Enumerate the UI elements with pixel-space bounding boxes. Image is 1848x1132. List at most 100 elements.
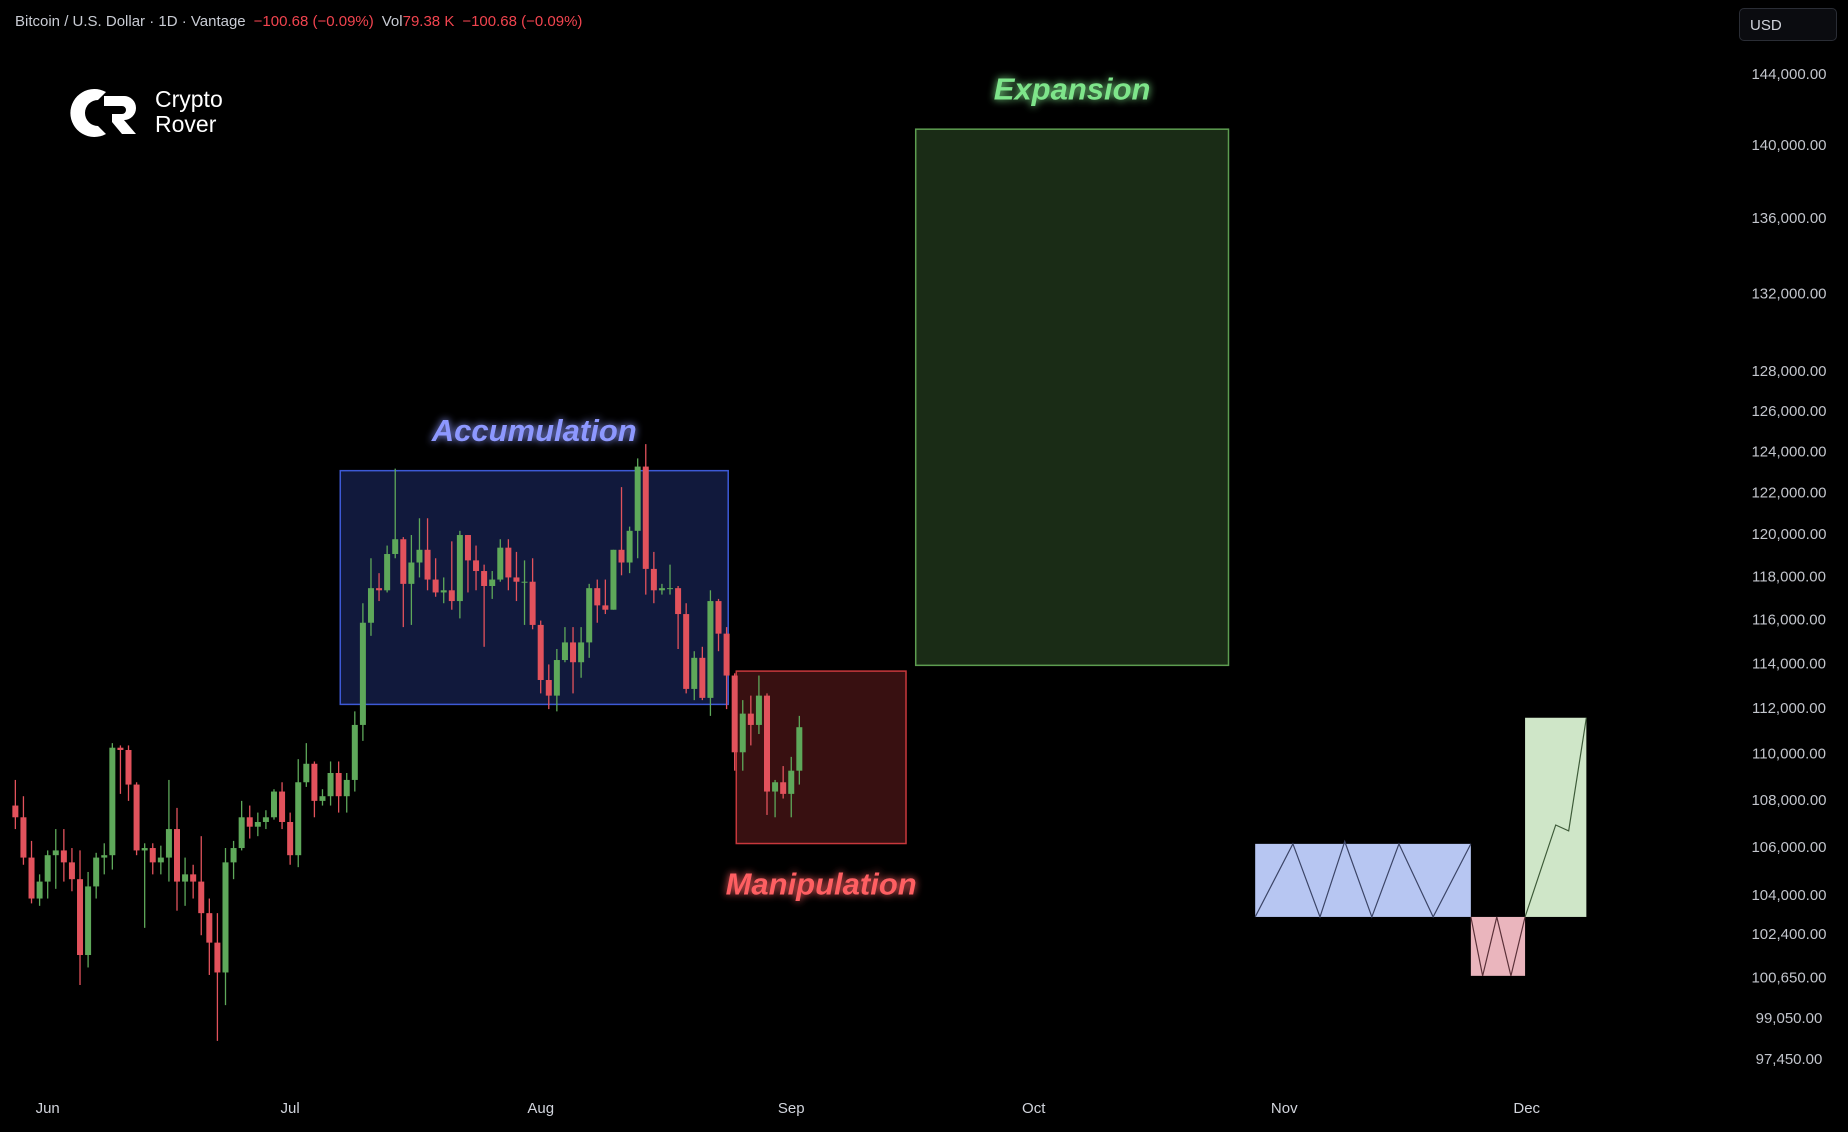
candle-body bbox=[400, 539, 407, 584]
logo-mark bbox=[70, 89, 136, 137]
change: −100.68 (−0.09%) bbox=[253, 13, 374, 30]
candle-body bbox=[85, 886, 92, 956]
candle-body bbox=[408, 562, 415, 584]
candle-body bbox=[578, 642, 585, 663]
header: Bitcoin / U.S. Dollar · 1D · Vantage −10… bbox=[15, 13, 582, 30]
candle-body bbox=[691, 657, 698, 689]
x-tick-label: Oct bbox=[1022, 1100, 1046, 1117]
zone-label: Expansion bbox=[994, 71, 1151, 106]
candle-body bbox=[715, 601, 722, 634]
y-tick-label: 124,000.00 bbox=[1751, 443, 1826, 460]
volume-change: −100.68 (−0.09%) bbox=[462, 13, 583, 30]
candle-body bbox=[634, 466, 641, 531]
candle-body bbox=[238, 817, 245, 849]
y-tick-label: 132,000.00 bbox=[1751, 286, 1826, 303]
candle-body bbox=[206, 913, 213, 943]
y-tick-label: 112,000.00 bbox=[1752, 700, 1826, 717]
candle-body bbox=[222, 862, 229, 973]
schematic-expansion bbox=[1525, 717, 1587, 917]
candle-body bbox=[610, 549, 617, 610]
candle-body bbox=[157, 857, 164, 863]
candle-body bbox=[788, 770, 795, 794]
schematic-zigzag bbox=[1254, 839, 1472, 919]
y-tick-label: 102,400.00 bbox=[1751, 926, 1826, 943]
candle-body bbox=[456, 535, 463, 602]
symbol: Bitcoin / U.S. Dollar · 1D · Vantage bbox=[15, 13, 246, 30]
candle-body bbox=[505, 547, 512, 578]
y-tick-label: 128,000.00 bbox=[1751, 363, 1826, 380]
candle-body bbox=[327, 772, 334, 797]
candle-body bbox=[626, 530, 633, 563]
candle-body bbox=[667, 588, 674, 590]
candle-body bbox=[335, 772, 342, 797]
candle-body bbox=[214, 942, 221, 973]
candle-body bbox=[772, 782, 779, 792]
candle-body bbox=[796, 727, 803, 771]
candle-body bbox=[731, 675, 738, 753]
candle-body bbox=[489, 579, 496, 587]
candle-body bbox=[424, 549, 431, 580]
candle-body bbox=[747, 713, 754, 725]
candle-body bbox=[642, 466, 649, 569]
currency-button[interactable]: USD bbox=[1739, 8, 1837, 41]
candle-body bbox=[586, 588, 593, 643]
candle-body bbox=[537, 624, 544, 680]
candle-body bbox=[149, 848, 156, 863]
schematic-accumulation bbox=[1255, 843, 1471, 917]
candles bbox=[12, 444, 803, 1041]
candle-body bbox=[182, 874, 189, 882]
axes: 144,000.00 140,000.00 136,000.00 132,000.00… bbox=[36, 66, 1827, 1117]
candle-body bbox=[262, 817, 269, 822]
candle-body bbox=[101, 855, 108, 858]
candle-body bbox=[367, 588, 374, 623]
candle-body bbox=[650, 568, 657, 591]
x-tick-label: Aug bbox=[527, 1100, 554, 1117]
y-tick-label: 99,050.00 bbox=[1756, 1010, 1823, 1027]
candle-body bbox=[755, 695, 762, 725]
candle-body bbox=[190, 874, 197, 882]
candle-body bbox=[602, 605, 609, 610]
candle-body bbox=[246, 817, 253, 827]
y-tick-label: 118,000.00 bbox=[1752, 568, 1826, 585]
candle-body bbox=[52, 850, 59, 856]
candle-body bbox=[270, 791, 277, 818]
candle-body bbox=[521, 581, 528, 583]
y-tick-label: 122,000.00 bbox=[1751, 484, 1826, 501]
candle-body bbox=[513, 577, 520, 582]
schematic-manipulation bbox=[1470, 916, 1526, 976]
logo-c bbox=[70, 89, 106, 137]
zone bbox=[914, 128, 1230, 667]
candle-body bbox=[675, 588, 682, 615]
candle-body bbox=[125, 749, 132, 785]
candle-body bbox=[448, 590, 455, 602]
x-tick-label: Dec bbox=[1513, 1100, 1540, 1117]
candle-body bbox=[165, 829, 172, 858]
candle-body bbox=[279, 791, 286, 822]
y-tick-label: 110,000.00 bbox=[1752, 746, 1826, 763]
schematic-zigzag bbox=[1524, 717, 1587, 918]
x-tick-label: Jul bbox=[281, 1100, 300, 1117]
candle-body bbox=[384, 554, 391, 591]
y-tick-label: 116,000.00 bbox=[1752, 612, 1826, 629]
candle-body bbox=[545, 679, 552, 696]
candle-body bbox=[440, 590, 447, 593]
candle-body bbox=[392, 539, 399, 555]
y-tick-label: 104,000.00 bbox=[1751, 887, 1826, 904]
candle-body bbox=[287, 821, 294, 856]
candle-body bbox=[376, 588, 383, 591]
x-tick-label: Jun bbox=[36, 1100, 60, 1117]
logo-text: Crypto bbox=[155, 86, 223, 112]
candle-body bbox=[699, 657, 706, 698]
candle-body bbox=[351, 724, 358, 780]
y-tick-label: 114,000.00 bbox=[1752, 655, 1826, 672]
candle-body bbox=[295, 782, 302, 856]
candle-body bbox=[473, 560, 480, 572]
candle-body bbox=[707, 601, 714, 698]
candle-body bbox=[230, 848, 237, 863]
zones: Accumulation Manipulation Expansion bbox=[339, 71, 1230, 902]
candle-body bbox=[594, 588, 601, 606]
candle-body bbox=[319, 796, 326, 801]
candle-body bbox=[561, 642, 568, 661]
